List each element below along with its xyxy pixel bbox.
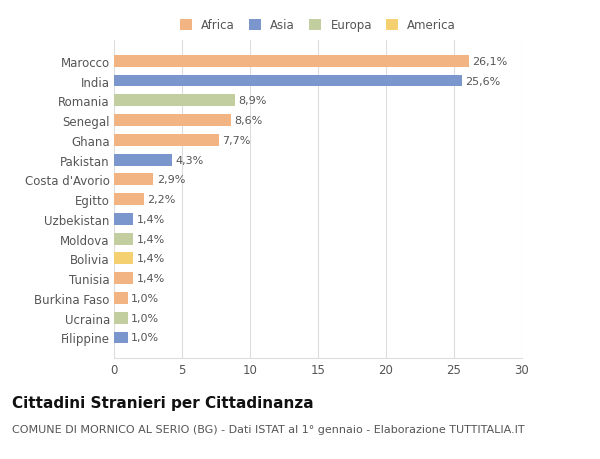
Text: 7,7%: 7,7% bbox=[222, 135, 250, 146]
Bar bbox=[114, 273, 133, 285]
Text: 1,0%: 1,0% bbox=[131, 313, 159, 323]
Text: 26,1%: 26,1% bbox=[472, 56, 508, 67]
Text: COMUNE DI MORNICO AL SERIO (BG) - Dati ISTAT al 1° gennaio - Elaborazione TUTTIT: COMUNE DI MORNICO AL SERIO (BG) - Dati I… bbox=[12, 425, 524, 435]
Bar bbox=[114, 134, 219, 146]
Text: 8,6%: 8,6% bbox=[235, 116, 263, 126]
Text: 8,9%: 8,9% bbox=[238, 96, 267, 106]
Text: 1,4%: 1,4% bbox=[136, 214, 164, 224]
Bar bbox=[114, 56, 469, 67]
Text: Cittadini Stranieri per Cittadinanza: Cittadini Stranieri per Cittadinanza bbox=[12, 395, 314, 410]
Bar bbox=[114, 75, 462, 87]
Text: 2,9%: 2,9% bbox=[157, 175, 185, 185]
Bar bbox=[114, 194, 144, 206]
Text: 1,0%: 1,0% bbox=[131, 333, 159, 343]
Bar bbox=[114, 312, 128, 324]
Text: 2,2%: 2,2% bbox=[148, 195, 176, 205]
Bar bbox=[114, 95, 235, 107]
Text: 4,3%: 4,3% bbox=[176, 155, 204, 165]
Bar bbox=[114, 253, 133, 265]
Text: 1,0%: 1,0% bbox=[131, 293, 159, 303]
Bar bbox=[114, 292, 128, 304]
Bar bbox=[114, 174, 154, 186]
Text: 1,4%: 1,4% bbox=[136, 274, 164, 284]
Legend: Africa, Asia, Europa, America: Africa, Asia, Europa, America bbox=[180, 19, 456, 32]
Bar bbox=[114, 154, 172, 166]
Bar bbox=[114, 115, 231, 127]
Bar bbox=[114, 213, 133, 225]
Text: 25,6%: 25,6% bbox=[466, 76, 501, 86]
Text: 1,4%: 1,4% bbox=[136, 254, 164, 264]
Bar bbox=[114, 332, 128, 344]
Bar bbox=[114, 233, 133, 245]
Text: 1,4%: 1,4% bbox=[136, 234, 164, 244]
